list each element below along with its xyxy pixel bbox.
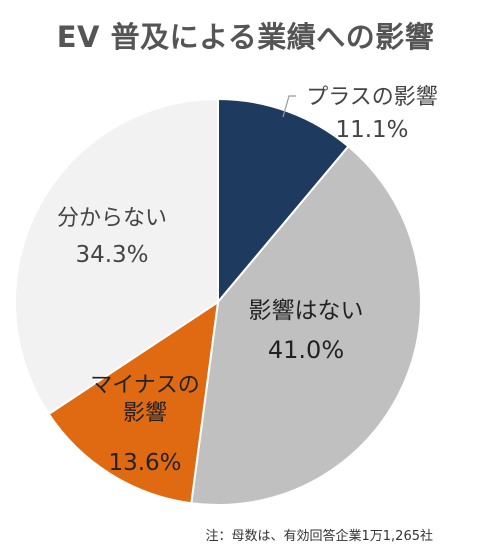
slice-label: 影響 (123, 401, 167, 426)
slice-label: 影響はない (249, 298, 364, 324)
pie-slice (190, 144, 422, 506)
pie-slice (217, 97, 350, 305)
pie-slice (14, 97, 219, 416)
slice-label: 分からない (57, 206, 167, 231)
slice-label: プラスの影響 (306, 85, 438, 110)
slice-percent-label: 41.0% (268, 336, 344, 364)
slice-percent-label: 13.6% (108, 450, 181, 476)
leader-line (282, 95, 296, 118)
pie-slices (14, 97, 422, 506)
slice-label: マイナスの (90, 373, 200, 398)
footnote: 注：母数は、有効回答企業1万1,265社 (205, 529, 434, 544)
pie-slice (47, 299, 220, 505)
slice-percent-label: 34.3% (75, 242, 148, 268)
slice-percent-label: 11.1% (335, 117, 408, 143)
chart-title: EV 普及による業績への影響 (56, 20, 435, 54)
